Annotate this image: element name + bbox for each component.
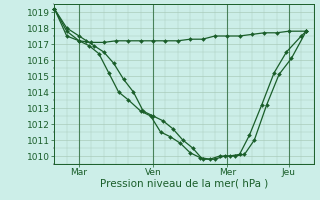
X-axis label: Pression niveau de la mer( hPa ): Pression niveau de la mer( hPa ) (100, 179, 268, 189)
